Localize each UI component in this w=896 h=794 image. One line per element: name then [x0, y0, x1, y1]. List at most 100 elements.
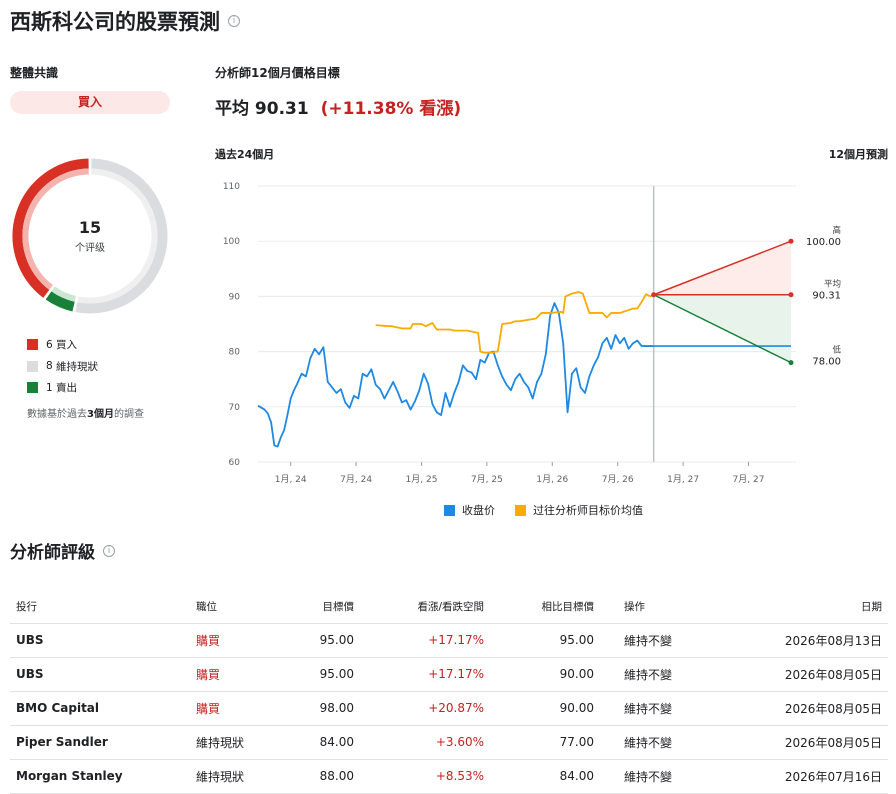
legend-buy-count: 6 [46, 338, 53, 351]
cell-prev-target: 90.00 [490, 691, 600, 726]
legend-buy-label: 買入 [56, 339, 78, 352]
y-tick-label: 80 [229, 348, 241, 358]
col-upside: 看漲/看跌空間 [360, 590, 490, 624]
donut-segment-buy-inner [22, 168, 89, 290]
cell-action: 維持不變 [600, 759, 710, 794]
table-row: Piper Sandler 維持現狀 84.00 +3.60% 77.00 維持不變 202… [10, 725, 888, 760]
cell-target: 88.00 [290, 759, 360, 794]
col-prev-target: 相比目標價 [490, 590, 600, 624]
info-icon[interactable]: i [228, 15, 240, 27]
y-tick-label: 110 [223, 182, 240, 192]
cell-upside: +20.87% [360, 691, 490, 726]
legend-hold-label: 維持現狀 [56, 360, 99, 373]
ratings-header-row: 投行 職位 目標價 看漲/看跌空間 相比目標價 操作 日期 [10, 590, 888, 624]
cell-target: 98.00 [290, 691, 360, 726]
x-tick-label: 1月, 24 [275, 474, 307, 485]
page-title-text: 西斯科公司的股票預測 [10, 10, 220, 34]
cell-position: 購買 [190, 657, 290, 692]
survey-period: 3個月 [87, 409, 114, 420]
legend-hold-swatch [27, 360, 38, 372]
x-tick-label: 1月, 26 [536, 474, 568, 485]
donut-segment-sell-inner [51, 286, 77, 302]
series-legend-close: 收盘价 [444, 502, 495, 518]
close-price-line [257, 302, 654, 448]
legend-buy-swatch [27, 339, 38, 351]
cell-position: 維持現狀 [190, 759, 290, 794]
avg-change: (+11.38% 看漲) [320, 99, 462, 119]
ratings-info-icon[interactable]: i [103, 544, 115, 557]
x-tick-label: 7月, 26 [602, 474, 634, 485]
forecast-high-caption: 高 [832, 225, 841, 236]
forecast-high-point [788, 238, 794, 244]
cell-prev-target: 77.00 [490, 725, 600, 760]
legend-hold: 8 維持現狀 [27, 356, 98, 378]
cell-prev-target: 84.00 [490, 759, 600, 794]
survey-note: 數據基於過去3個月的調查 [27, 405, 144, 420]
ratings-title: 分析師評級 i [10, 538, 115, 563]
cell-date: 2026年08月05日 [710, 657, 888, 692]
col-action: 操作 [600, 590, 710, 624]
cell-target: 95.00 [290, 623, 360, 658]
donut-segment-hold-inner [77, 168, 158, 304]
cell-position: 購買 [190, 623, 290, 658]
donut-segment-sell [45, 291, 75, 312]
ratings-table: 投行 職位 目標價 看漲/看跌空間 相比目標價 操作 日期 UBS 購買 95.00… [10, 590, 888, 794]
cell-position: 購買 [190, 691, 290, 726]
forecast-low-caption: 低 [832, 345, 841, 356]
y-tick-label: 70 [229, 403, 241, 413]
cell-position: 維持現狀 [190, 725, 290, 760]
y-tick-label: 60 [229, 458, 241, 468]
cell-upside: +3.60% [360, 725, 490, 760]
legend-sell-swatch [27, 382, 38, 394]
target-swatch [515, 504, 526, 516]
rating-legend: 6 買入 8 維持現狀 1 賣出 [27, 334, 98, 399]
y-tick-label: 90 [229, 292, 241, 302]
cell-firm: BMO Capital [10, 691, 190, 726]
cell-upside: +17.17% [360, 657, 490, 692]
cell-firm: Morgan Stanley [10, 759, 190, 794]
col-date: 日期 [710, 590, 888, 624]
survey-prefix: 數據基於過去 [27, 409, 87, 420]
forecast-low-value: 78.00 [812, 357, 841, 368]
series-legend: 收盘价 过往分析师目标价均值 [444, 502, 663, 518]
forecast-start-point [651, 292, 657, 298]
cell-firm: Piper Sandler [10, 725, 190, 760]
donut-segment-hold [75, 158, 168, 314]
table-row: UBS 購買 95.00 +17.17% 90.00 維持不變 2026年08月05日 [10, 657, 888, 692]
x-tick-label: 7月, 27 [733, 474, 765, 485]
table-row: Morgan Stanley 維持現狀 88.00 +8.53% 84.00 維持不變 20… [10, 759, 888, 794]
legend-sell-label: 賣出 [56, 382, 78, 395]
cell-prev-target: 95.00 [490, 623, 600, 658]
price-chart: 60 70 80 90 100 110 1月, 24 7月, 24 1月, 25 7月, 25 1月… [223, 182, 842, 485]
ratings-donut [12, 158, 168, 314]
x-tick-label: 7月, 25 [471, 474, 503, 485]
legend-sell: 1 賣出 [27, 377, 98, 399]
cell-firm: UBS [10, 623, 190, 658]
cell-target: 84.00 [290, 725, 360, 760]
forecast-low-point [788, 360, 794, 366]
table-row: BMO Capital 購買 98.00 +20.87% 90.00 維持不變 2026年0… [10, 691, 888, 726]
price-target-title: 分析師12個月價格目標 [215, 66, 340, 80]
cell-date: 2026年08月05日 [710, 725, 888, 760]
forecast-high-value: 100.00 [806, 237, 841, 248]
past-period-label: 過去24個月 [215, 148, 275, 161]
cell-upside: +17.17% [360, 623, 490, 658]
x-tick-label: 1月, 25 [406, 474, 438, 485]
table-row: UBS 購買 95.00 +17.17% 95.00 維持不變 2026年08月13日 [10, 623, 888, 658]
forecast-avg-caption: 平均 [824, 279, 841, 290]
cell-date: 2026年07月16日 [710, 759, 888, 794]
cell-date: 2026年08月13日 [710, 623, 888, 658]
cell-prev-target: 90.00 [490, 657, 600, 692]
forecast-high-line [653, 240, 792, 296]
legend-buy: 6 買入 [27, 334, 98, 356]
donut-segment-buy [12, 158, 89, 298]
col-position: 職位 [190, 590, 290, 624]
legend-sell-count: 1 [46, 381, 53, 394]
cell-date: 2026年08月05日 [710, 691, 888, 726]
target-average-line [375, 291, 655, 354]
x-tick-label: 1月, 27 [667, 474, 699, 485]
y-tick-label: 100 [223, 237, 240, 247]
avg-value: 90.31 [254, 99, 309, 119]
ratings-title-text: 分析師評級 [10, 543, 95, 563]
cell-firm: UBS [10, 657, 190, 692]
